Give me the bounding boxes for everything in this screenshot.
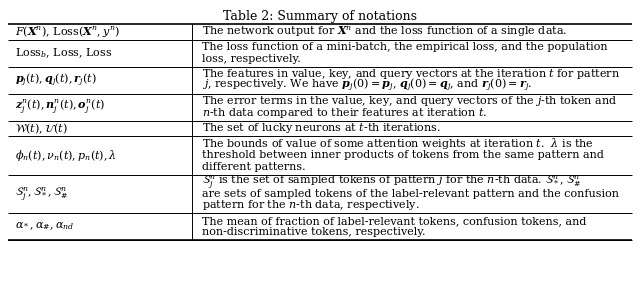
Text: The features in value, key, and query vectors at the iteration $t$ for pattern: The features in value, key, and query ve… — [202, 67, 620, 81]
Text: $\mathcal{S}_j^n, \mathcal{S}_*^n, \mathcal{S}_{\#}^n$: $\mathcal{S}_j^n, \mathcal{S}_*^n, \math… — [15, 185, 68, 203]
Text: different patterns.: different patterns. — [202, 162, 306, 172]
Text: loss, respectively.: loss, respectively. — [202, 54, 301, 64]
Text: $n$-th data compared to their features at iteration $t$.: $n$-th data compared to their features a… — [202, 106, 488, 120]
Text: The loss function of a mini-batch, the empirical loss, and the population: The loss function of a mini-batch, the e… — [202, 42, 608, 52]
Text: The error terms in the value, key, and query vectors of the $j$-th token and: The error terms in the value, key, and q… — [202, 94, 617, 108]
Text: $\alpha_*, \alpha_{\#}, \alpha_{nd}$: $\alpha_*, \alpha_{\#}, \alpha_{nd}$ — [15, 221, 74, 232]
Text: threshold between inner products of tokens from the same pattern and: threshold between inner products of toke… — [202, 150, 604, 160]
Text: The mean of fraction of label-relevant tokens, confusion tokens, and: The mean of fraction of label-relevant t… — [202, 216, 586, 226]
Text: $F(\boldsymbol{X}^n)$, Loss$(\boldsymbol{X}^n, y^n)$: $F(\boldsymbol{X}^n)$, Loss$(\boldsymbol… — [15, 24, 120, 39]
Text: Table 2: Summary of notations: Table 2: Summary of notations — [223, 10, 417, 23]
Text: The set of lucky neurons at $t$-th iterations.: The set of lucky neurons at $t$-th itera… — [202, 121, 441, 135]
Text: $\phi_n(t), \nu_n(t), p_n(t), \lambda$: $\phi_n(t), \nu_n(t), p_n(t), \lambda$ — [15, 148, 117, 163]
Text: are sets of sampled tokens of the label-relevant pattern and the confusion: are sets of sampled tokens of the label-… — [202, 189, 619, 199]
Text: pattern for the $n$-th data, respectively.: pattern for the $n$-th data, respectivel… — [202, 198, 420, 212]
Text: The network output for $\boldsymbol{X}^n$ and the loss function of a single data: The network output for $\boldsymbol{X}^n… — [202, 25, 567, 39]
Text: Loss$_b$, Loss, Loss: Loss$_b$, Loss, Loss — [15, 46, 113, 60]
Text: $j$, respectively. We have $\boldsymbol{p}_j(0) = \boldsymbol{p}_j$, $\boldsymbo: $j$, respectively. We have $\boldsymbol{… — [202, 77, 532, 95]
Text: The bounds of value of some attention weights at iteration $t$.  $\lambda$ is th: The bounds of value of some attention we… — [202, 136, 594, 151]
Text: $\boldsymbol{z}_j^n(t), \boldsymbol{n}_j^n(t), \boldsymbol{o}_j^n(t)$: $\boldsymbol{z}_j^n(t), \boldsymbol{n}_j… — [15, 98, 105, 116]
Text: $\mathcal{S}_j^n$ is the set of sampled tokens of pattern $j$ for the $n$-th dat: $\mathcal{S}_j^n$ is the set of sampled … — [202, 173, 582, 191]
Text: $\mathcal{W}(t), \mathcal{U}(t)$: $\mathcal{W}(t), \mathcal{U}(t)$ — [15, 121, 68, 136]
Text: non-discriminative tokens, respectively.: non-discriminative tokens, respectively. — [202, 227, 426, 237]
Text: $\boldsymbol{p}_j(t), \boldsymbol{q}_j(t), \boldsymbol{r}_j(t)$: $\boldsymbol{p}_j(t), \boldsymbol{q}_j(t… — [15, 71, 97, 89]
